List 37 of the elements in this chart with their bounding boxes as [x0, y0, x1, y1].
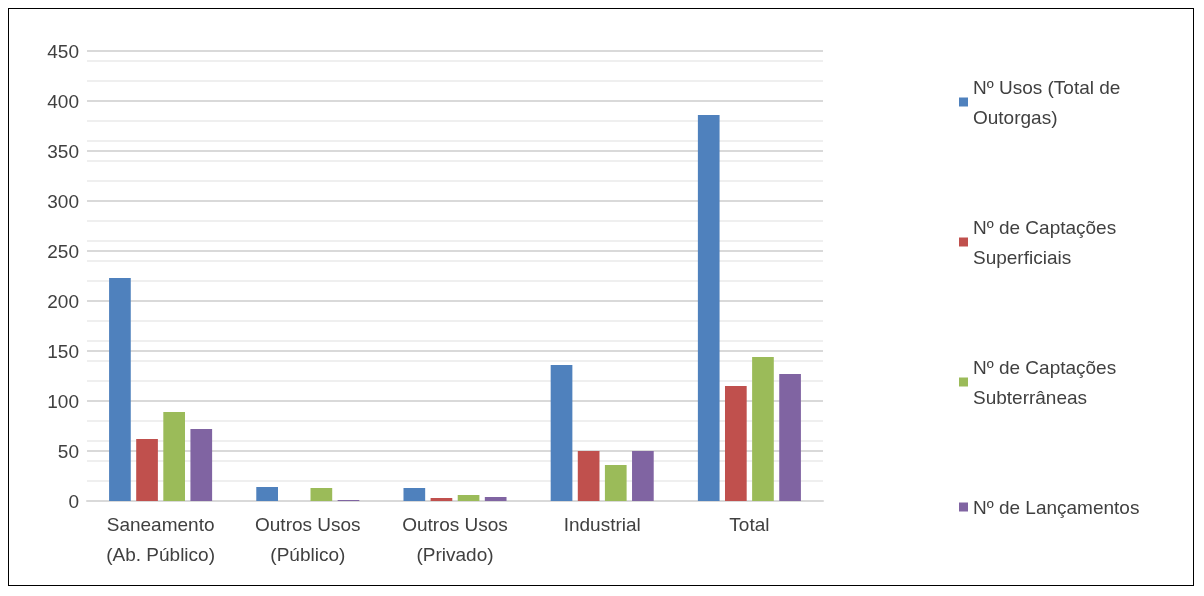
- bar: [163, 412, 185, 501]
- legend-label: Nº de Captações Subterrâneas: [973, 356, 1122, 408]
- bar: [550, 365, 573, 501]
- legend-label: Nº Usos (Total de Outorgas): [973, 76, 1126, 128]
- legend-label: Nº de Captações Superficiais: [973, 216, 1122, 268]
- bar: [256, 487, 278, 501]
- bar: [604, 465, 627, 501]
- bar: [577, 451, 600, 501]
- y-tick-label: 200: [47, 290, 79, 312]
- x-tick-label: Total: [729, 513, 770, 535]
- bar: [310, 488, 333, 501]
- bar: [484, 497, 507, 501]
- x-tick-label: Industrial: [563, 513, 641, 535]
- y-tick-label: 100: [47, 390, 79, 412]
- bar: [109, 278, 131, 501]
- bar: [430, 498, 453, 501]
- bar: [190, 429, 213, 501]
- x-tick-label: Outros Usos (Privado): [402, 513, 508, 565]
- y-tick-label: 150: [47, 340, 79, 362]
- bar: [136, 439, 158, 501]
- bar: [697, 115, 720, 501]
- y-tick-label: 50: [57, 440, 79, 462]
- legend-label: Nº de Lançamentos: [973, 496, 1140, 518]
- bar: [752, 357, 774, 501]
- y-tick-label: 250: [47, 240, 79, 262]
- x-tick-label: Saneamento (Ab. Público): [106, 513, 215, 565]
- y-tick-label: 450: [47, 40, 79, 62]
- bar: [725, 386, 747, 501]
- y-tick-label: 300: [47, 190, 79, 212]
- y-tick-label: 350: [47, 140, 79, 162]
- bar: [632, 451, 654, 501]
- bar: [779, 374, 801, 501]
- x-tick-label: Outros Usos (Público): [255, 513, 361, 565]
- y-tick-label: 400: [47, 90, 79, 112]
- bar: [457, 495, 480, 501]
- bar: [403, 488, 426, 501]
- y-tick-label: 0: [68, 490, 79, 512]
